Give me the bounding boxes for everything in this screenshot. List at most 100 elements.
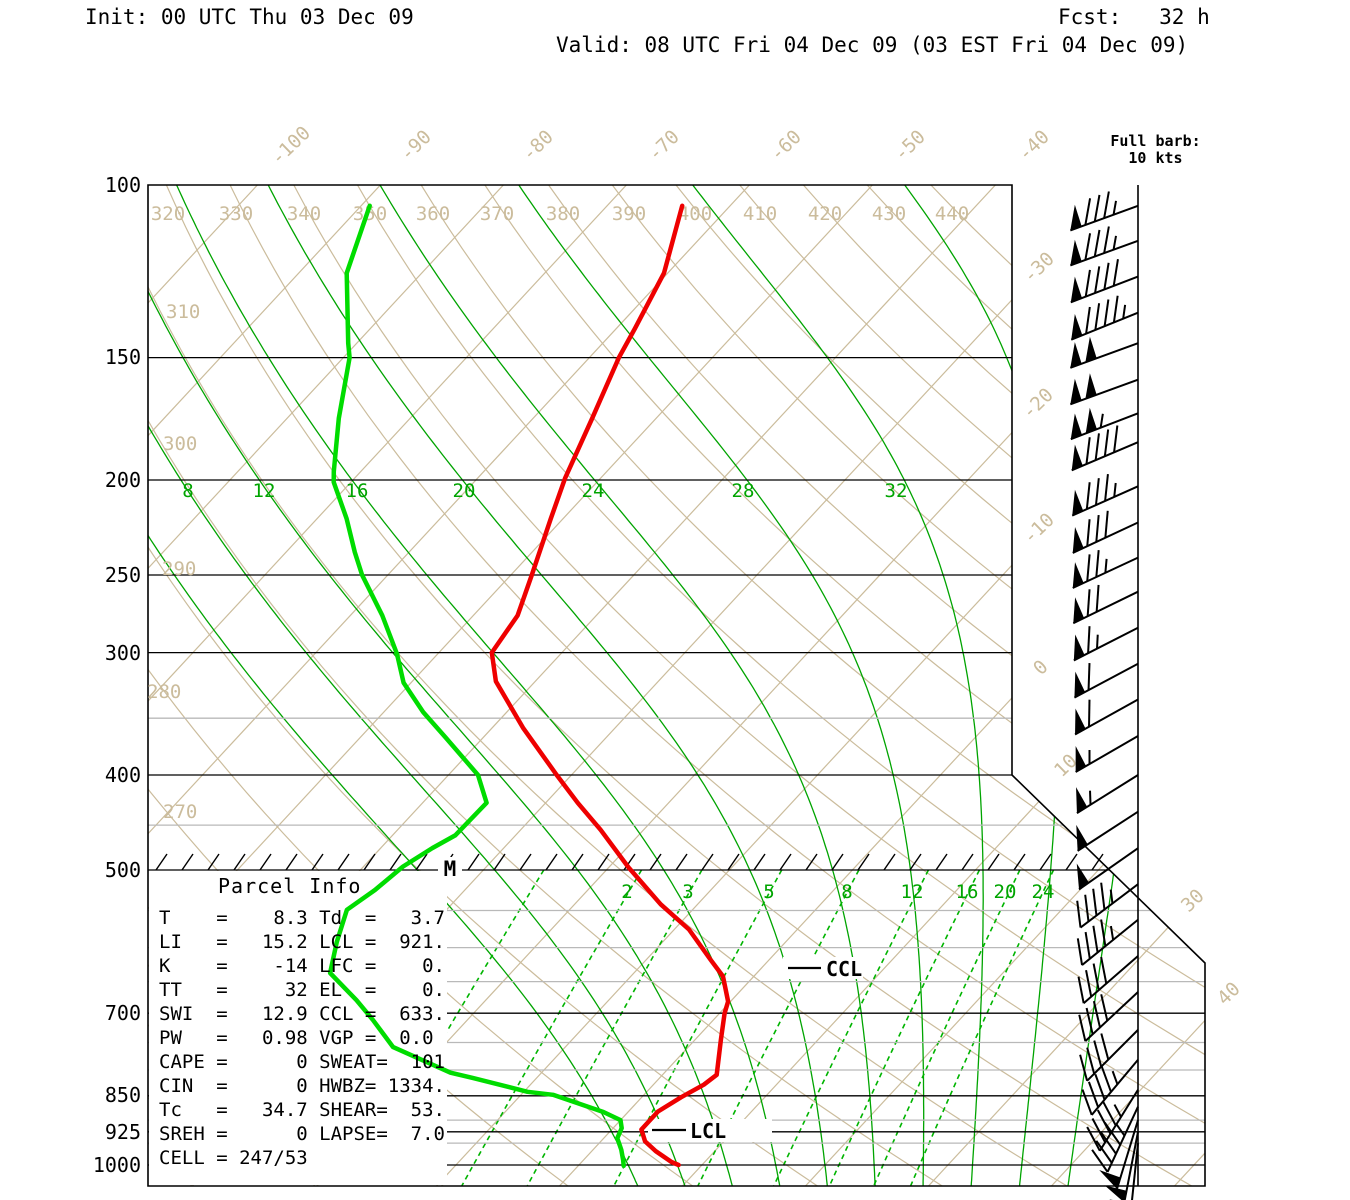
svg-text:925: 925 bbox=[105, 1120, 141, 1144]
svg-text:16: 16 bbox=[346, 480, 369, 502]
theta-left-labels: 310 300 290 280 270 bbox=[147, 301, 200, 823]
svg-text:24: 24 bbox=[582, 480, 605, 502]
svg-text:290: 290 bbox=[162, 558, 196, 580]
svg-text:350: 350 bbox=[353, 203, 387, 225]
background-grid bbox=[148, 185, 1205, 1186]
svg-text:400: 400 bbox=[678, 203, 712, 225]
dewpoint-curve bbox=[327, 203, 626, 1169]
wind-barb bbox=[1076, 882, 1139, 929]
svg-text:8: 8 bbox=[841, 881, 852, 903]
wind-barb bbox=[1076, 918, 1139, 966]
pressure-axis-labels: 100 150 200 250 300 400 500 700 850 925 1000 bbox=[93, 173, 141, 1177]
svg-text:-80: -80 bbox=[518, 126, 558, 166]
wind-barb bbox=[1073, 662, 1139, 699]
ccl-marker: CCL bbox=[826, 957, 862, 981]
svg-text:100: 100 bbox=[105, 173, 141, 197]
theta-top-labels: 320 330 340 350 360 370 380 390 400 410 420 430 440 bbox=[151, 203, 969, 225]
svg-text:310: 310 bbox=[166, 301, 200, 323]
svg-text:700: 700 bbox=[105, 1001, 141, 1025]
wind-barb bbox=[1091, 1106, 1139, 1173]
svg-text:320: 320 bbox=[151, 203, 185, 225]
init-time-label: Init: 00 UTC Thu 03 Dec 09 bbox=[85, 5, 414, 29]
svg-text:300: 300 bbox=[105, 641, 141, 665]
svg-text:380: 380 bbox=[546, 203, 580, 225]
wind-barb bbox=[1099, 1119, 1139, 1190]
svg-text:28: 28 bbox=[732, 480, 755, 502]
svg-text:-10: -10 bbox=[1019, 509, 1059, 549]
svg-text:360: 360 bbox=[416, 203, 450, 225]
wind-barb bbox=[1073, 626, 1139, 662]
svg-text:150: 150 bbox=[105, 345, 141, 369]
500mb-hatch-line bbox=[155, 853, 1104, 871]
wind-barb bbox=[1070, 336, 1139, 369]
svg-text:40: 40 bbox=[1213, 978, 1245, 1010]
svg-text:400: 400 bbox=[105, 763, 141, 787]
svg-text:270: 270 bbox=[163, 801, 197, 823]
wind-barb bbox=[1075, 735, 1139, 773]
svg-text:2: 2 bbox=[621, 881, 632, 903]
wind-barb bbox=[1076, 774, 1139, 815]
svg-text:370: 370 bbox=[480, 203, 514, 225]
svg-text:420: 420 bbox=[808, 203, 842, 225]
wind-barb bbox=[1074, 698, 1139, 736]
svg-text:20: 20 bbox=[453, 480, 476, 502]
svg-text:24: 24 bbox=[1032, 881, 1055, 903]
svg-text:-50: -50 bbox=[890, 126, 930, 166]
svg-text:12: 12 bbox=[901, 881, 924, 903]
svg-text:32: 32 bbox=[885, 480, 908, 502]
isotherm-top-labels: -100 -90 -80 -70 -60 -50 -40 bbox=[267, 122, 1054, 170]
wind-barb bbox=[1081, 1059, 1139, 1116]
wind-barb bbox=[1072, 510, 1139, 554]
svg-text:8: 8 bbox=[182, 480, 193, 502]
wind-barb bbox=[1077, 955, 1139, 1004]
parcel-info-panel bbox=[149, 871, 447, 1185]
svg-text:430: 430 bbox=[872, 203, 906, 225]
svg-text:30: 30 bbox=[1177, 885, 1209, 917]
svg-text:300: 300 bbox=[163, 433, 197, 455]
wind-barb bbox=[1086, 1089, 1139, 1152]
forecast-hour-label: Fcst: 32 h bbox=[1058, 5, 1210, 29]
wind-barb bbox=[1072, 550, 1139, 589]
svg-text:340: 340 bbox=[287, 203, 321, 225]
svg-text:280: 280 bbox=[147, 681, 181, 703]
wind-barb bbox=[1070, 191, 1139, 232]
wind-barb bbox=[1076, 847, 1139, 891]
svg-text:-40: -40 bbox=[1014, 126, 1054, 166]
temperature-curve bbox=[489, 203, 731, 1168]
svg-text:16: 16 bbox=[956, 881, 979, 903]
svg-text:440: 440 bbox=[935, 203, 969, 225]
svg-text:-30: -30 bbox=[1019, 248, 1059, 288]
svg-text:-60: -60 bbox=[766, 126, 806, 166]
wind-barb bbox=[1070, 295, 1139, 341]
svg-text:1000: 1000 bbox=[93, 1153, 141, 1177]
wind-barb bbox=[1070, 226, 1139, 267]
lcl-marker: LCL bbox=[690, 1119, 726, 1143]
parcel-info-title: Parcel Info bbox=[218, 874, 362, 898]
wind-barb bbox=[1076, 810, 1139, 852]
plot-border bbox=[147, 184, 1206, 1187]
svg-text:390: 390 bbox=[612, 203, 646, 225]
svg-text:410: 410 bbox=[743, 203, 777, 225]
svg-text:12: 12 bbox=[253, 480, 276, 502]
svg-text:5: 5 bbox=[763, 881, 774, 903]
wind-barb bbox=[1070, 259, 1139, 304]
wind-barb bbox=[1078, 991, 1139, 1042]
svg-text:850: 850 bbox=[105, 1083, 141, 1107]
wind-barb bbox=[1079, 1029, 1139, 1082]
svg-text:-100: -100 bbox=[267, 122, 315, 170]
svg-text:250: 250 bbox=[105, 563, 141, 587]
wind-barb bbox=[1071, 425, 1139, 472]
wind-barb bbox=[1071, 474, 1139, 517]
svg-text:500: 500 bbox=[105, 858, 141, 882]
mixing-ratio-labels: 2 3 5 8 12 16 20 24 bbox=[621, 881, 1054, 903]
m-marker: M bbox=[444, 857, 457, 881]
level-markers: M CCL LCL bbox=[444, 857, 862, 1143]
valid-time-label: Valid: 08 UTC Fri 04 Dec 09 (03 EST Fri … bbox=[556, 33, 1189, 57]
wind-barb bbox=[1070, 407, 1139, 441]
parcel-info-values: T = 8.3 Td = 3.7 LI = 15.2 LCL = 921. K … bbox=[159, 907, 445, 1169]
wind-barb-legend: Full barb: 10 kts bbox=[1110, 132, 1201, 167]
svg-text:0: 0 bbox=[1029, 656, 1053, 680]
wind-barb-column bbox=[1070, 185, 1139, 1200]
